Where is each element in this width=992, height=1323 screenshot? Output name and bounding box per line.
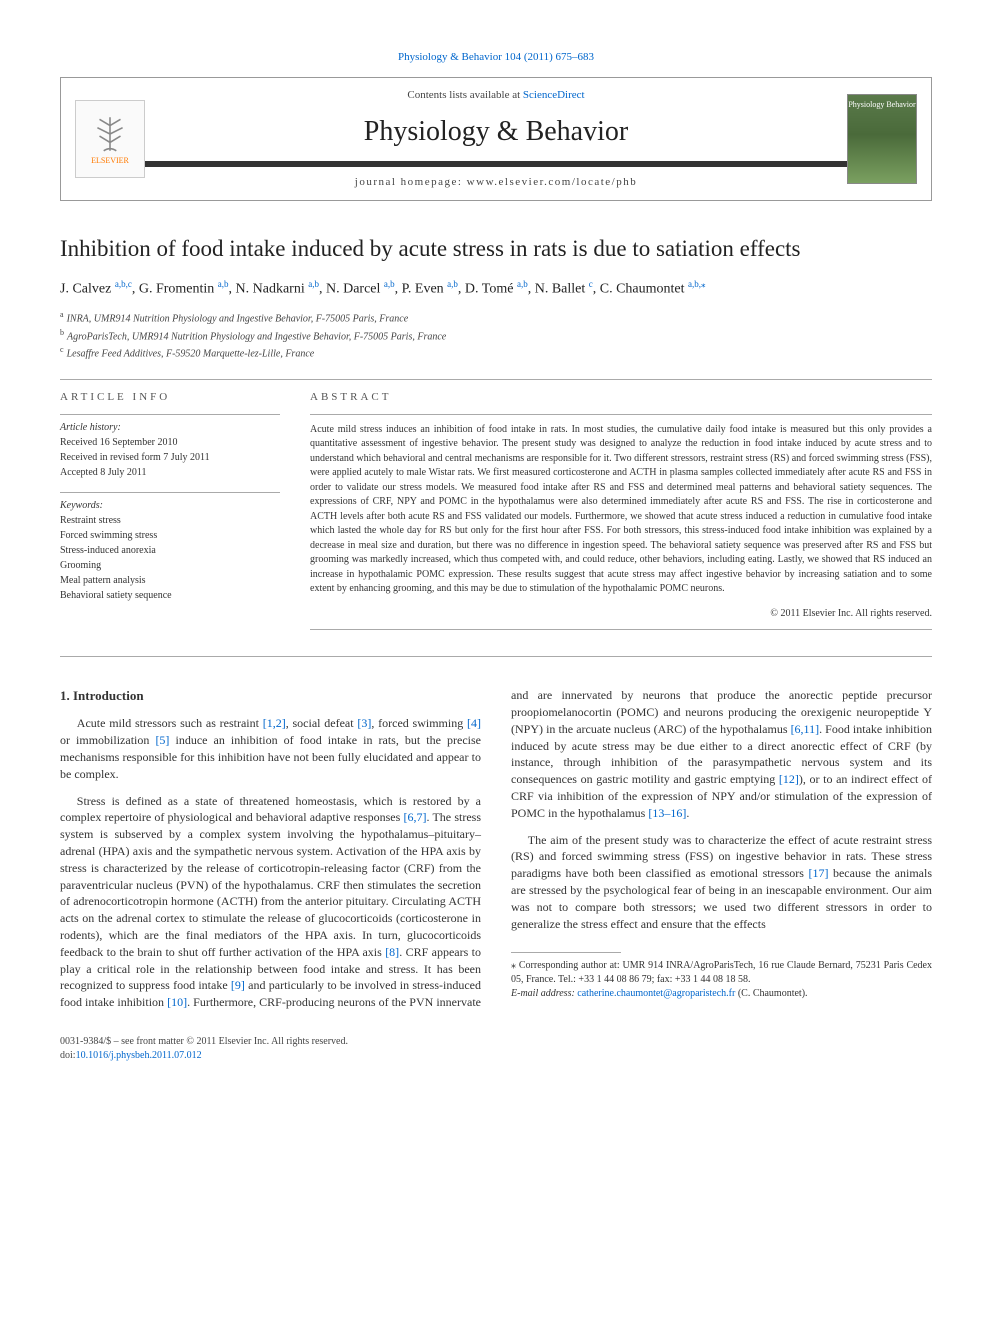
affiliation-a: INRA, UMR914 Nutrition Physiology and In… [67, 314, 409, 325]
history-line: Received in revised form 7 July 2011 [60, 450, 280, 465]
affil-link[interactable]: a,b [517, 279, 528, 289]
email-link[interactable]: catherine.chaumontet@agroparistech.fr [577, 988, 735, 999]
footnote-rule [511, 952, 621, 953]
citation-link[interactable]: [17] [808, 866, 828, 880]
doi-prefix: doi: [60, 1050, 76, 1061]
affil-link[interactable]: a,b [384, 279, 395, 289]
intro-paragraph-1: Acute mild stressors such as restraint [… [60, 715, 481, 782]
history-label: Article history: [60, 421, 280, 435]
author: , N. Darcel [319, 282, 384, 297]
sciencedirect-link[interactable]: ScienceDirect [523, 89, 585, 101]
affil-link[interactable]: a,b,c [115, 279, 132, 289]
citation-link[interactable]: [3] [357, 716, 371, 730]
journal-name: Physiology & Behavior [145, 112, 847, 151]
article-info-heading: ARTICLE INFO [60, 390, 280, 405]
article-info-block: ARTICLE INFO Article history: Received 1… [60, 390, 280, 638]
journal-ref-header: Physiology & Behavior 104 (2011) 675–683 [60, 50, 932, 65]
contents-prefix: Contents lists available at [407, 89, 522, 101]
doi-link[interactable]: 10.1016/j.physbeh.2011.07.012 [76, 1050, 202, 1061]
citation-link[interactable]: [12] [779, 772, 799, 786]
journal-ref-link[interactable]: Physiology & Behavior 104 (2011) 675–683 [398, 51, 594, 63]
citation-link[interactable]: [4] [467, 716, 481, 730]
history-line: Received 16 September 2010 [60, 435, 280, 450]
intro-paragraph-3: The aim of the present study was to char… [511, 832, 932, 933]
divider [60, 656, 932, 657]
author: J. Calvez [60, 282, 115, 297]
page-footer: 0031-9384/$ – see front matter © 2011 El… [60, 1035, 932, 1063]
journal-banner: ELSEVIER Contents lists available at Sci… [60, 77, 932, 201]
abstract-block: ABSTRACT Acute mild stress induces an in… [310, 390, 932, 638]
journal-cover-thumb: Physiology Behavior [847, 94, 917, 184]
email-suffix: (C. Chaumontet). [735, 988, 807, 999]
author: , N. Ballet [528, 282, 589, 297]
article-title: Inhibition of food intake induced by acu… [60, 235, 932, 264]
section-heading: 1. Introduction [60, 687, 481, 705]
keyword: Behavioral satiety sequence [60, 588, 280, 603]
banner-center: Contents lists available at ScienceDirec… [145, 88, 847, 190]
corresponding-footnote: ⁎ Corresponding author at: UMR 914 INRA/… [511, 959, 932, 1001]
citation-link[interactable]: [6,7] [403, 810, 426, 824]
affiliations: aINRA, UMR914 Nutrition Physiology and I… [60, 309, 932, 361]
body-two-column: 1. Introduction Acute mild stressors suc… [60, 687, 932, 1011]
affil-link[interactable]: a,b [218, 279, 229, 289]
keyword: Restraint stress [60, 513, 280, 528]
abstract-copyright: © 2011 Elsevier Inc. All rights reserved… [310, 607, 932, 622]
citation-link[interactable]: [8] [385, 945, 399, 959]
keyword: Meal pattern analysis [60, 573, 280, 588]
citation-link[interactable]: [9] [231, 978, 245, 992]
history-line: Accepted 8 July 2011 [60, 465, 280, 480]
author: , P. Even [395, 282, 448, 297]
journal-homepage: journal homepage: www.elsevier.com/locat… [145, 175, 847, 190]
author: , G. Fromentin [132, 282, 218, 297]
affil-link[interactable]: a,b, [688, 279, 701, 289]
tree-icon [89, 113, 131, 155]
email-label: E-mail address: [511, 988, 577, 999]
citation-link[interactable]: [1,2] [263, 716, 286, 730]
citation-link[interactable]: [6,11] [791, 722, 820, 736]
footnote-text: Corresponding author at: UMR 914 INRA/Ag… [511, 960, 932, 985]
citation-link[interactable]: [13–16] [648, 806, 686, 820]
elsevier-logo: ELSEVIER [75, 100, 145, 178]
affil-link[interactable]: a,b [447, 279, 458, 289]
author: , D. Tomé [458, 282, 517, 297]
authors-line: J. Calvez a,b,c, G. Fromentin a,b, N. Na… [60, 278, 932, 299]
author: , N. Nadkarni [229, 282, 309, 297]
abstract-heading: ABSTRACT [310, 390, 932, 405]
banner-bar [145, 161, 847, 167]
keyword: Grooming [60, 558, 280, 573]
elsevier-label: ELSEVIER [91, 155, 129, 166]
keyword: Forced swimming stress [60, 528, 280, 543]
abstract-text: Acute mild stress induces an inhibition … [310, 423, 932, 597]
citation-link[interactable]: [5] [155, 733, 169, 747]
affiliation-b: AgroParisTech, UMR914 Nutrition Physiolo… [67, 331, 446, 342]
affiliation-c: Lesaffre Feed Additives, F-59520 Marquet… [67, 348, 315, 359]
affil-link[interactable]: a,b [308, 279, 319, 289]
footer-copyright: 0031-9384/$ – see front matter © 2011 El… [60, 1035, 348, 1049]
divider [60, 379, 932, 380]
author: , C. Chaumontet [593, 282, 688, 297]
citation-link[interactable]: [10] [167, 995, 187, 1009]
corresponding-star-link[interactable]: ⁎ [701, 279, 706, 289]
keyword: Stress-induced anorexia [60, 543, 280, 558]
cover-label: Physiology Behavior [848, 99, 915, 110]
keywords-label: Keywords: [60, 499, 280, 513]
contents-line: Contents lists available at ScienceDirec… [145, 88, 847, 103]
